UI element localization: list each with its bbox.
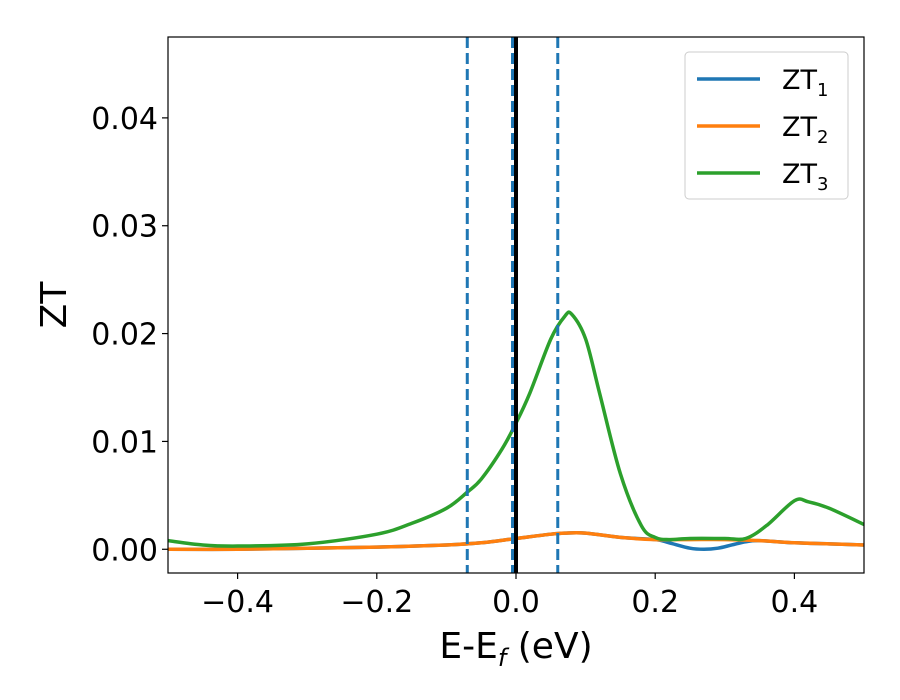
legend: ZT1 ZT2 ZT3	[684, 51, 849, 200]
y-tick-label: 0.04	[91, 102, 158, 137]
legend-entries: ZT1 ZT2 ZT3	[697, 65, 828, 195]
x-tick-label: −0.4	[201, 585, 274, 620]
series-line-zt2	[168, 530, 864, 552]
legend-label-zt1: ZT1	[782, 65, 828, 101]
legend-label-zt2: ZT2	[782, 112, 828, 148]
y-tick-label: 0.02	[91, 318, 158, 353]
y-tick-label: 0.00	[91, 533, 158, 568]
y-tick-label: 0.01	[91, 425, 158, 460]
x-tick-label: 0.4	[771, 585, 819, 620]
legend-box	[684, 51, 849, 200]
x-tick-label: 0.0	[492, 585, 540, 620]
y-tick-label: 0.03	[91, 210, 158, 245]
series-layer	[168, 310, 864, 552]
y-axis-title: ZT	[34, 281, 75, 329]
y-axis: 0.00 0.01 0.02 0.03 0.04	[91, 102, 168, 568]
series-line-zt3	[168, 310, 864, 548]
x-tick-label: 0.2	[631, 585, 679, 620]
legend-label-zt3: ZT3	[782, 159, 828, 195]
x-axis: −0.4 −0.2 0.0 0.2 0.4	[201, 573, 818, 620]
x-tick-label: −0.2	[340, 585, 413, 620]
x-axis-title: E-Ef (eV)	[439, 626, 592, 672]
vline-layer	[465, 37, 560, 573]
